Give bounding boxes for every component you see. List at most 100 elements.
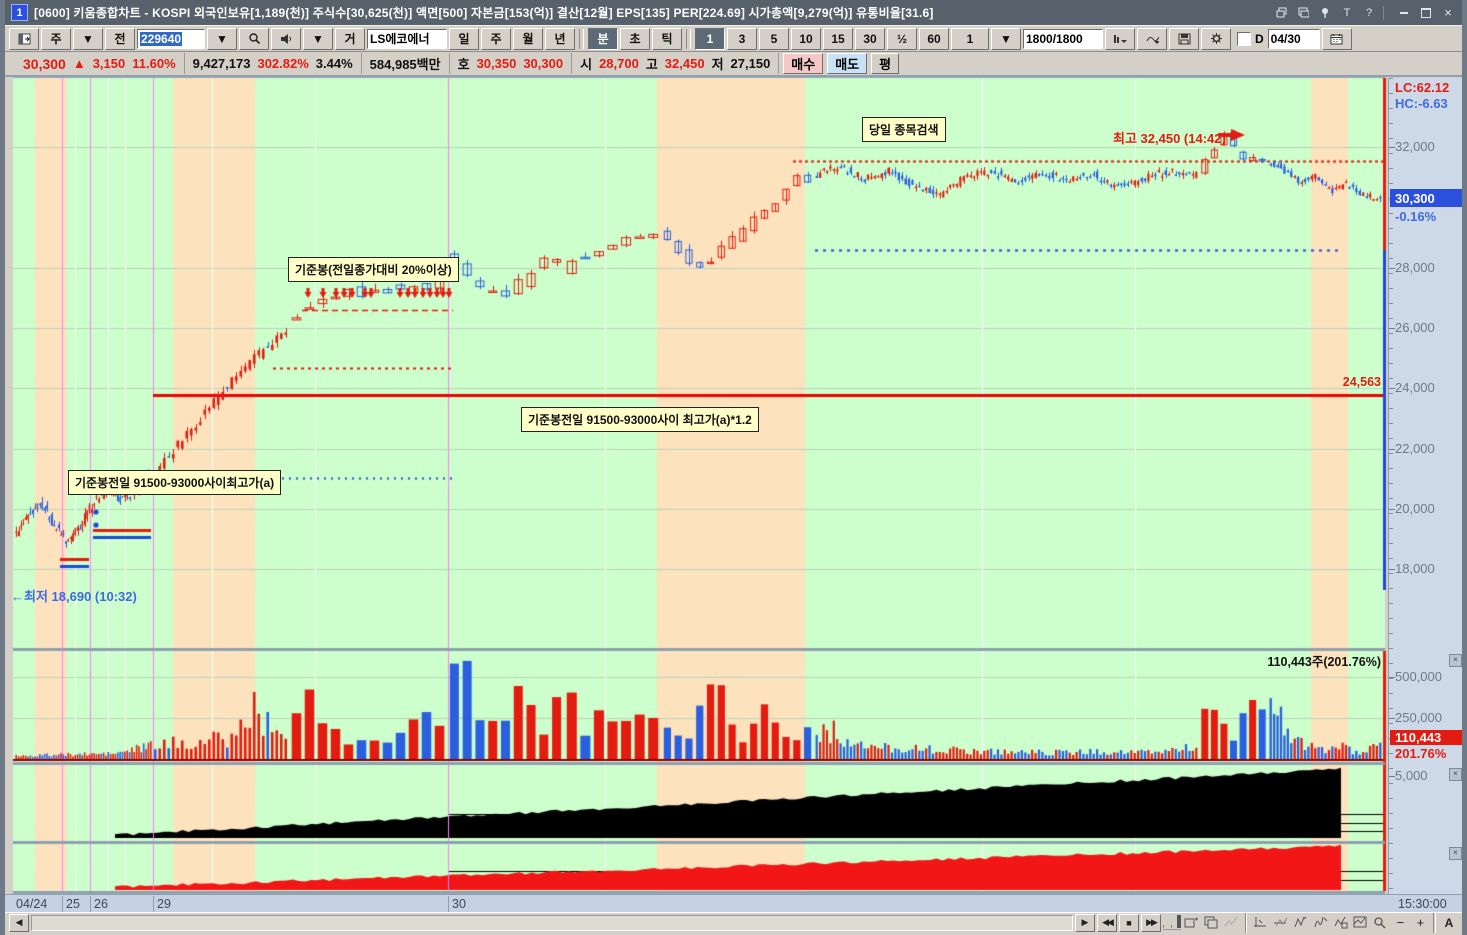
speaker-dropdown[interactable]: ▼	[303, 27, 333, 50]
prev-stock-button[interactable]: 전	[105, 27, 135, 50]
zoom-tool-icon[interactable]	[1371, 914, 1390, 931]
date-label: 29	[153, 896, 171, 912]
help-icon[interactable]: ?	[1365, 6, 1373, 19]
close-icon[interactable]: ×	[1444, 5, 1452, 20]
price-axis[interactable]: LC:62.12 HC:-6.63 30,300 -0.16% 110,443 …	[1388, 78, 1462, 894]
low-price: 27,150	[730, 56, 771, 71]
play-button[interactable]: ▶	[1075, 913, 1095, 932]
mode-button-3[interactable]: 틱	[652, 27, 682, 50]
toolbar-divider	[579, 28, 584, 49]
mode-button-1[interactable]: 분	[588, 27, 618, 50]
axis-tick	[1389, 776, 1395, 777]
interval-button-7[interactable]: ½	[887, 27, 917, 50]
axis-tick-label: 28,000	[1395, 260, 1435, 275]
pattern-tool-icon[interactable]	[1311, 914, 1330, 931]
stop-button[interactable]: ■	[1119, 913, 1139, 932]
rewind-button[interactable]: ◀◀	[1097, 913, 1117, 932]
mode-button-2[interactable]: 초	[620, 27, 650, 50]
maximize-icon[interactable]	[1418, 6, 1434, 20]
scroll-left-button[interactable]: ◀	[9, 913, 29, 932]
settings-gear-icon[interactable]	[1201, 27, 1231, 50]
date-label: 30	[448, 896, 466, 912]
interval-button-1[interactable]: 1	[695, 27, 725, 50]
interval-button-6[interactable]: 30	[855, 27, 885, 50]
minimize-icon[interactable]	[1396, 6, 1412, 20]
avg-button[interactable]: 평	[871, 53, 900, 74]
restore-icon[interactable]	[1273, 6, 1289, 20]
axis-tick-label: 32,000	[1395, 139, 1435, 154]
interval-button-3[interactable]: 5	[759, 27, 789, 50]
stock-type-combo[interactable]: 주	[41, 27, 71, 50]
horizontal-scrollbar[interactable]	[31, 914, 1073, 931]
fast-forward-button[interactable]: ▶▶	[1141, 913, 1161, 932]
title-bar[interactable]: 1 [0600] 키움종합차트 - KOSPI 외국인보유[1,189(천)] …	[5, 0, 1462, 25]
period-button-4[interactable]: 년	[545, 27, 575, 50]
interval-button-4[interactable]: 10	[791, 27, 821, 50]
zoom-out-button[interactable]: −	[1391, 914, 1410, 931]
text-tool-icon[interactable]: T	[1343, 6, 1351, 19]
auto-scale-button[interactable]: A	[1440, 914, 1458, 931]
cascade-windows-icon[interactable]	[1202, 914, 1221, 931]
save-icon[interactable]	[1169, 27, 1199, 50]
hc-value: HC:-6.63	[1395, 96, 1448, 111]
current-change-pct: -0.16%	[1395, 209, 1437, 224]
wave-tool-icon[interactable]	[1291, 914, 1310, 931]
sell-button[interactable]: 매도	[827, 53, 868, 74]
zoom-in-button[interactable]: +	[1411, 914, 1430, 931]
zigzag-chart-icon[interactable]	[1222, 914, 1241, 931]
new-window-icon[interactable]	[1182, 914, 1201, 931]
chart-canvas[interactable]	[5, 0, 1462, 935]
stock-type-combo-arrow[interactable]: ▼	[73, 27, 103, 50]
panel4-close-icon[interactable]: ×	[1449, 847, 1462, 860]
scroll-bars-right-icon[interactable]	[1137, 27, 1167, 50]
ticker-button[interactable]: 거	[335, 27, 365, 50]
speaker-icon[interactable]	[271, 27, 301, 50]
d-checkbox[interactable]	[1237, 31, 1251, 46]
period-button-3[interactable]: 월	[513, 27, 543, 50]
calendar-icon[interactable]	[1321, 27, 1352, 50]
date-axis[interactable]: 15:30:00 04/24 25 26 29 30	[5, 894, 1462, 912]
scroll-bars-left-icon[interactable]	[1105, 27, 1135, 50]
date-input[interactable]: 04/30	[1267, 28, 1320, 49]
volume-current-box: 110,443	[1390, 730, 1462, 745]
annotation-base-prev-low[interactable]: 기준봉전일 91500-93000사이최고가(a)	[68, 470, 282, 495]
axis-tick	[1389, 449, 1395, 450]
axis-tick-label: 18,000	[1395, 561, 1435, 576]
annotation-daily-search[interactable]: 당일 종목검색	[862, 117, 946, 142]
speed-slider-handle[interactable]	[1176, 915, 1181, 928]
axis-tick	[1389, 569, 1395, 570]
buy-button[interactable]: 매수	[783, 53, 824, 74]
axis-tick-label: 24,000	[1395, 380, 1435, 395]
date-label: 26	[90, 896, 108, 912]
stock-name-box[interactable]: LS에코에너	[367, 28, 447, 49]
search-icon[interactable]	[239, 27, 269, 50]
interval-button-2[interactable]: 3	[727, 27, 757, 50]
pin-icon[interactable]	[1317, 6, 1333, 20]
stock-code-dropdown[interactable]: ▼	[207, 27, 237, 50]
axis-tick-label: 22,000	[1395, 441, 1435, 456]
interval-button-5[interactable]: 15	[823, 27, 853, 50]
chart-window-icon[interactable]	[9, 27, 39, 50]
volume-panel-close-icon[interactable]: ×	[1449, 654, 1462, 667]
count-combo[interactable]: 1	[951, 27, 989, 50]
cascade-icon[interactable]	[1295, 6, 1311, 20]
panel3-close-icon[interactable]: ×	[1449, 768, 1462, 781]
period-button-1[interactable]: 일	[449, 27, 479, 50]
turnover-ratio: 3.44%	[315, 56, 353, 71]
price-change: 3,150	[92, 56, 126, 71]
interval-button-8[interactable]: 60	[919, 27, 949, 50]
bottom-toolbar-divider	[1244, 912, 1248, 933]
speed-slider[interactable]	[1163, 915, 1181, 930]
price-info-bar: 30,300 ▲ 3,150 11.60% 9,427,173 302.82% …	[5, 52, 1462, 77]
stock-code-input[interactable]: 229640	[137, 28, 205, 49]
chart-image-icon[interactable]	[1351, 914, 1370, 931]
count-combo-arrow[interactable]: ▼	[991, 27, 1021, 50]
crosshair-tool-icon[interactable]	[1251, 914, 1270, 931]
annotation-base-candle[interactable]: 기준봉(전일종가대비 20%이상)	[288, 257, 459, 282]
annotation-base-prev-line[interactable]: 기준봉전일 91500-93000사이 최고가(a)*1.2	[521, 407, 759, 432]
trendline-tool-icon[interactable]	[1271, 914, 1290, 931]
indicator-tool-icon[interactable]	[1331, 914, 1350, 931]
period-button-2[interactable]: 주	[481, 27, 511, 50]
axis-tick-label: 500,000	[1395, 669, 1442, 684]
